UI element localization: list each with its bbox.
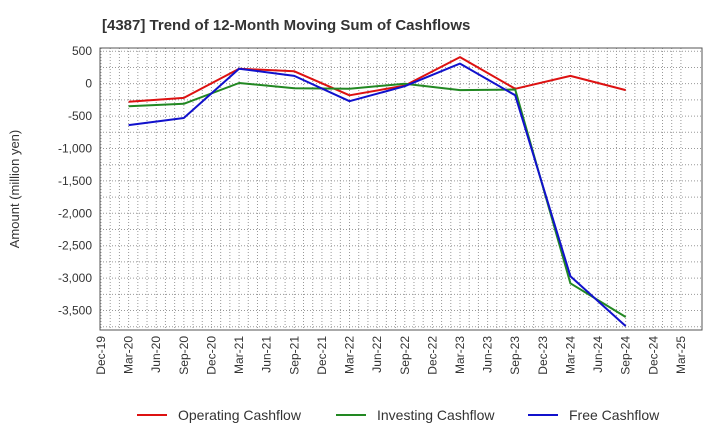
- x-axis: Dec-19 Mar-20 Jun-20 Sep-20 Dec-20 Mar-21 Jun-…: [94, 336, 688, 375]
- y-tick-label: -500: [68, 109, 92, 123]
- legend-item-operating-cashflow: Operating Cashflow: [137, 407, 302, 423]
- x-tick-label: Jun-20: [149, 336, 163, 373]
- legend: Operating Cashflow Investing Cashflow Free…: [137, 407, 660, 423]
- y-tick-label: -3,500: [58, 304, 92, 318]
- x-tick-label: Dec-20: [204, 336, 218, 375]
- y-tick-label: -2,000: [58, 206, 92, 220]
- x-tick-label: Mar-20: [122, 336, 136, 374]
- y-tick-label: -3,000: [58, 271, 92, 285]
- series-lines: [128, 56, 627, 327]
- x-tick-label: Jun-24: [591, 336, 605, 373]
- chart-title: [4387] Trend of 12-Month Moving Sum of C…: [102, 17, 470, 34]
- y-tick-label: -1,500: [58, 174, 92, 188]
- y-tick-label: -2,500: [58, 239, 92, 253]
- y-axis-label: Amount (million yen): [7, 130, 22, 249]
- x-tick-label: Sep-23: [508, 336, 522, 375]
- x-tick-label: Mar-24: [563, 336, 577, 374]
- x-tick-label: Jun-21: [260, 336, 274, 373]
- y-tick-label: 0: [85, 77, 92, 91]
- legend-label: Free Cashflow: [569, 407, 660, 423]
- legend-item-free-cashflow: Free Cashflow: [528, 407, 660, 423]
- x-tick-label: Mar-23: [453, 336, 467, 374]
- plot-area: [100, 48, 702, 330]
- x-tick-label: Dec-19: [94, 336, 108, 375]
- x-tick-label: Jun-22: [370, 336, 384, 373]
- series-line-operating-cashflow: [128, 56, 626, 103]
- x-tick-label: Dec-23: [536, 336, 550, 375]
- legend-label: Operating Cashflow: [178, 407, 302, 423]
- x-tick-label: Dec-21: [315, 336, 329, 375]
- legend-item-investing-cashflow: Investing Cashflow: [336, 407, 495, 423]
- x-tick-label: Mar-21: [232, 336, 246, 374]
- legend-label: Investing Cashflow: [377, 407, 495, 423]
- x-tick-label: Dec-24: [646, 336, 660, 375]
- y-tick-label: -1,000: [58, 141, 92, 155]
- x-tick-label: Sep-21: [287, 336, 301, 375]
- x-tick-label: Jun-23: [481, 336, 495, 373]
- x-tick-label: Sep-20: [177, 336, 191, 375]
- x-tick-label: Mar-25: [674, 336, 688, 374]
- plot-border: [99, 47, 703, 331]
- x-tick-label: Sep-24: [619, 336, 633, 375]
- x-tick-label: Sep-22: [398, 336, 412, 375]
- x-tick-label: Dec-22: [425, 336, 439, 375]
- x-tick-label: Mar-22: [343, 336, 357, 374]
- series-line-free-cashflow: [128, 62, 627, 327]
- y-axis: 500 0 -500 -1,000 -1,500 -2,000 -2,500 -3,000 -3…: [58, 44, 92, 317]
- y-tick-label: 500: [72, 44, 92, 58]
